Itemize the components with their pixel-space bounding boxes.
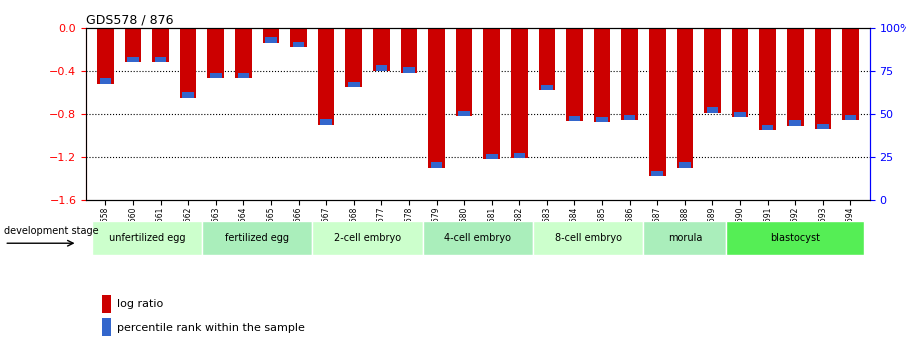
Bar (237, 73, 249, 78)
Bar (533, 221, 643, 255)
Bar (182, 92, 194, 98)
Bar (596, 117, 608, 122)
Bar (814, 28, 831, 129)
Bar (704, 28, 721, 113)
Text: blastocyst: blastocyst (770, 233, 820, 243)
Bar (202, 221, 313, 255)
Bar (486, 154, 497, 159)
Bar (429, 28, 445, 168)
Bar (125, 28, 141, 62)
Bar (155, 57, 167, 62)
Bar (762, 125, 774, 130)
Bar (843, 28, 859, 120)
Bar (321, 119, 332, 125)
Bar (290, 28, 307, 47)
Bar (643, 221, 727, 255)
Bar (759, 28, 776, 130)
Bar (458, 111, 470, 116)
Bar (97, 28, 113, 84)
Bar (456, 28, 472, 116)
Bar (210, 73, 222, 78)
Text: GDS578 / 876: GDS578 / 876 (86, 13, 174, 27)
Bar (403, 68, 415, 73)
Bar (235, 28, 252, 78)
Bar (566, 28, 583, 121)
Text: 4-cell embryo: 4-cell embryo (445, 233, 511, 243)
Bar (651, 171, 663, 176)
Bar (430, 162, 442, 168)
Bar (293, 42, 304, 47)
Bar (263, 28, 279, 43)
Bar (373, 28, 390, 71)
Bar (844, 115, 856, 120)
Bar (677, 28, 693, 168)
Bar (127, 57, 139, 62)
Bar (400, 28, 417, 73)
Bar (734, 112, 746, 117)
Bar (649, 28, 666, 176)
Bar (624, 115, 635, 120)
Bar (732, 28, 748, 117)
Bar (484, 28, 500, 159)
Text: percentile rank within the sample: percentile rank within the sample (118, 323, 305, 333)
Bar (622, 28, 638, 120)
Bar (787, 28, 804, 126)
Bar (101, 295, 111, 313)
Bar (92, 221, 202, 255)
Bar (265, 37, 276, 43)
Bar (593, 28, 611, 122)
Text: 2-cell embryo: 2-cell embryo (334, 233, 401, 243)
Bar (207, 28, 224, 78)
Bar (152, 28, 169, 62)
Bar (345, 28, 362, 87)
Text: log ratio: log ratio (118, 299, 164, 309)
Bar (539, 28, 555, 90)
Bar (100, 78, 111, 84)
Text: morula: morula (668, 233, 702, 243)
Text: fertilized egg: fertilized egg (226, 233, 289, 243)
Bar (727, 221, 864, 255)
Bar (511, 28, 527, 158)
Bar (707, 107, 718, 113)
Bar (101, 318, 111, 336)
Bar (569, 116, 580, 121)
Bar (514, 152, 525, 158)
Text: unfertilized egg: unfertilized egg (109, 233, 185, 243)
Bar (423, 221, 533, 255)
Bar (680, 162, 690, 168)
Bar (541, 85, 553, 90)
Bar (817, 124, 829, 129)
Text: development stage: development stage (5, 226, 99, 236)
Bar (376, 65, 387, 71)
Bar (348, 81, 360, 87)
Bar (180, 28, 197, 98)
Text: 8-cell embryo: 8-cell embryo (554, 233, 622, 243)
Bar (789, 120, 801, 126)
Bar (318, 28, 334, 125)
Bar (313, 221, 423, 255)
